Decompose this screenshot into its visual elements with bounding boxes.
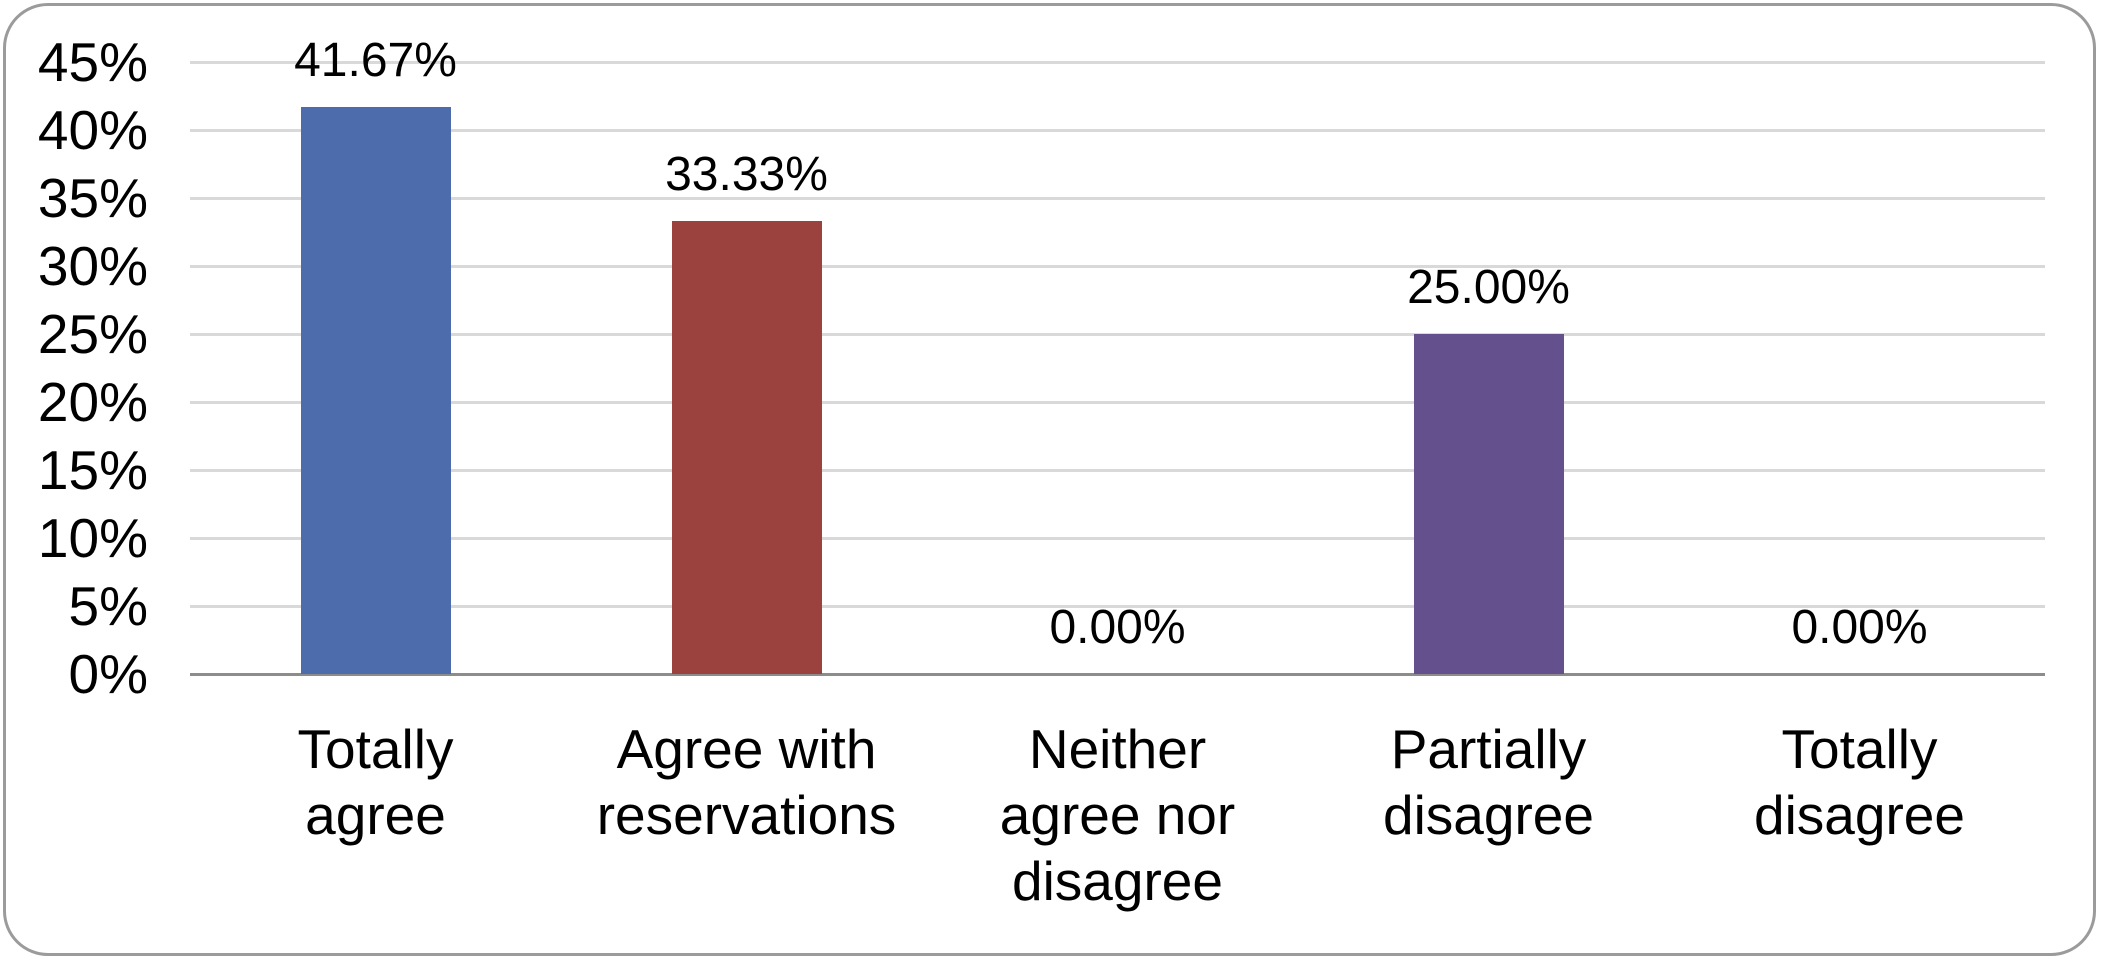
bar: [300, 107, 451, 674]
value-label: 41.67%: [294, 34, 457, 88]
gridline: [190, 333, 2045, 336]
x-axis-category-label: Neither agree nor disagree: [999, 718, 1236, 912]
gridline: [190, 537, 2045, 540]
value-label: 25.00%: [1407, 261, 1570, 314]
y-axis-tick-label: 40%: [37, 99, 148, 161]
gridline: [190, 469, 2045, 472]
y-axis-tick-label: 35%: [37, 167, 148, 229]
y-axis-tick-label: 30%: [37, 235, 148, 297]
gridline: [190, 197, 2045, 200]
y-axis-tick-label: 45%: [37, 31, 148, 93]
x-axis-category-label: Totally disagree: [1754, 718, 1965, 846]
value-label: 0.00%: [1791, 601, 1928, 654]
value-label: 0.00%: [1049, 601, 1186, 654]
value-label: 33.33%: [665, 147, 828, 201]
x-axis-category-label: Totally agree: [297, 718, 454, 846]
y-axis-tick-label: 0%: [68, 643, 149, 705]
bar: [671, 220, 822, 674]
gridline: [190, 265, 2045, 268]
y-axis-tick-label: 5%: [68, 575, 149, 637]
x-axis-category-label: Partially disagree: [1383, 718, 1594, 846]
gridline: [190, 605, 2045, 608]
gridline: [190, 129, 2045, 132]
y-axis-tick-label: 15%: [37, 439, 148, 501]
y-axis-tick-label: 25%: [37, 303, 148, 365]
y-axis-tick-label: 10%: [37, 507, 148, 569]
bar: [1413, 334, 1564, 674]
x-axis-line: [190, 673, 2045, 676]
gridline: [190, 61, 2045, 64]
gridline: [190, 401, 2045, 404]
x-axis-category-label: Agree with reservations: [596, 718, 897, 846]
y-axis-tick-label: 20%: [37, 371, 148, 433]
